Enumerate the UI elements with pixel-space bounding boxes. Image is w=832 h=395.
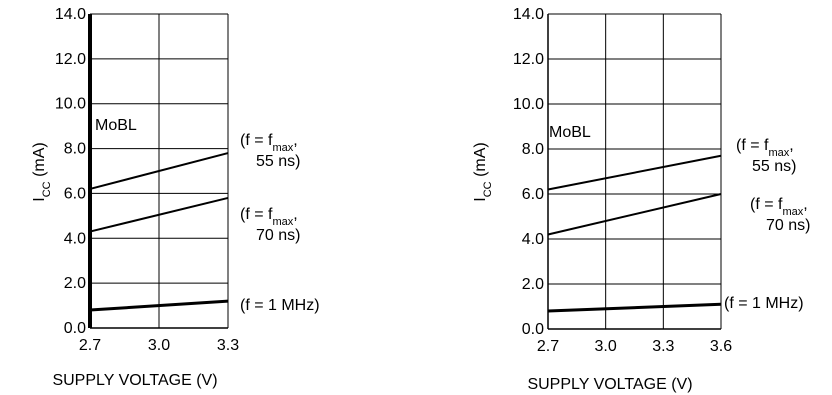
series-label-2: 70 ns): [256, 227, 300, 244]
x-tick-label: 3.6: [710, 338, 732, 355]
y-tick-label: 6.0: [64, 185, 86, 202]
y-tick-label: 4.0: [64, 230, 86, 247]
y-tick-label: 6.0: [522, 186, 544, 203]
y-tick-label: 12.0: [513, 51, 544, 68]
y-tick-label: 8.0: [522, 141, 544, 158]
series-label-1: (f = fmax,: [736, 137, 794, 159]
x-tick-label: 3.0: [148, 337, 170, 354]
series-label-1: 55 ns): [752, 158, 796, 175]
y-tick-label: 10.0: [513, 96, 544, 113]
x-tick-label: 3.3: [217, 337, 239, 354]
series-label-2: 70 ns): [766, 217, 810, 234]
y-tick-label: 10.0: [55, 96, 86, 113]
series-label-2: (f = fmax,: [750, 196, 808, 218]
y-tick-label: 4.0: [522, 231, 544, 248]
y-tick-label: 2.0: [522, 276, 544, 293]
x-tick-label: 2.7: [79, 337, 101, 354]
y-tick-label: 0.0: [522, 321, 544, 338]
series-line-2: [89, 196, 229, 233]
series-label-1: (f = fmax,: [240, 132, 298, 154]
y-tick-label: 8.0: [64, 141, 86, 158]
series-label-1: 55 ns): [256, 153, 300, 170]
series-label-3: (f = 1 MHz): [724, 295, 804, 312]
y-tick-label: 14.0: [55, 6, 86, 23]
series-line-1: [89, 152, 229, 190]
device-label: MoBL: [549, 124, 591, 141]
x-tick-label: 3.3: [652, 338, 674, 355]
y-tick-label: 14.0: [513, 6, 544, 23]
series-label-3: (f = 1 MHz): [240, 297, 320, 314]
y-tick-label: 2.0: [64, 275, 86, 292]
chart-1: 0.0 2.0 4.0 6.0 8.0 10.0 12.0 14.0 2.7 3.0 3.3 SUPP…: [31, 6, 320, 389]
device-label: MoBL: [95, 117, 137, 134]
y-axis-label: ICC (mA): [472, 142, 494, 201]
y-axis-label: ICC (mA): [31, 142, 53, 201]
x-axis-label: SUPPLY VOLTAGE (V): [527, 376, 692, 393]
y-tick-label: 12.0: [55, 51, 86, 68]
series-label-2: (f = fmax,: [240, 206, 298, 228]
series-line-3: [547, 302, 722, 313]
series-line-2: [547, 193, 722, 236]
x-axis-label: SUPPLY VOLTAGE (V): [52, 372, 217, 389]
series-line-1: [547, 154, 722, 191]
x-tick-label: 2.7: [537, 338, 559, 355]
y-tick-label: 0.0: [64, 320, 86, 337]
series-line-3: [89, 299, 229, 312]
x-tick-label: 3.0: [595, 338, 617, 355]
chart-2: 0.0 2.0 4.0 6.0 8.0 10.0 12.0 14.0 2.7 3.0 3.3 3.6 S…: [472, 6, 810, 393]
